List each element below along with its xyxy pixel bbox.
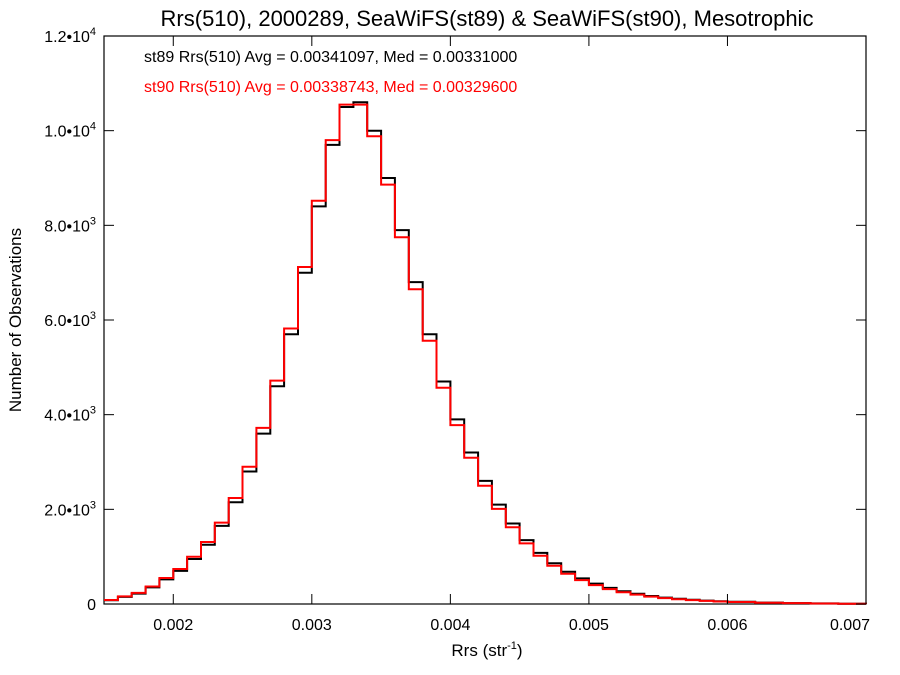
x-tick-label: 0.003 — [292, 617, 332, 634]
series-st90-histogram — [104, 103, 867, 605]
y-axis: 0 2.0•103 4.0•103 6.0•103 8.0•103 1.0•104 1.2•… — [44, 26, 866, 614]
y-tick-label: 6.0•103 — [44, 310, 96, 330]
x-axis: 0.002 0.003 0.004 0.005 0.006 0.007 — [153, 36, 870, 634]
annotation-st89: st89 Rrs(510) Avg = 0.00341097, Med = 0.… — [144, 49, 517, 66]
plot-frame — [103, 35, 867, 605]
x-tick-label: 0.002 — [153, 617, 193, 634]
y-tick-label: 1.0•104 — [44, 121, 96, 141]
x-tick-label: 0.007 — [830, 617, 870, 634]
annotation-st90: st90 Rrs(510) Avg = 0.00338743, Med = 0.… — [144, 79, 517, 96]
y-tick-label: 8.0•103 — [44, 215, 96, 235]
series-layer — [104, 101, 867, 605]
y-tick-label: 4.0•103 — [44, 405, 96, 425]
y-tick-label: 1.2•104 — [44, 26, 96, 46]
series-st89-histogram — [104, 101, 867, 605]
x-axis-label: Rrs (str-1) — [451, 640, 522, 660]
x-tick-label: 0.004 — [430, 617, 470, 634]
x-tick-label: 0.005 — [569, 617, 609, 634]
y-tick-label: 0 — [87, 597, 96, 614]
x-tick-label: 0.006 — [707, 617, 747, 634]
chart-title: Rrs(510), 2000289, SeaWiFS(st89) & SeaWi… — [161, 6, 814, 31]
y-axis-label: Number of Observations — [6, 228, 25, 412]
y-tick-label: 2.0•103 — [44, 499, 96, 519]
plot-border — [103, 35, 867, 605]
